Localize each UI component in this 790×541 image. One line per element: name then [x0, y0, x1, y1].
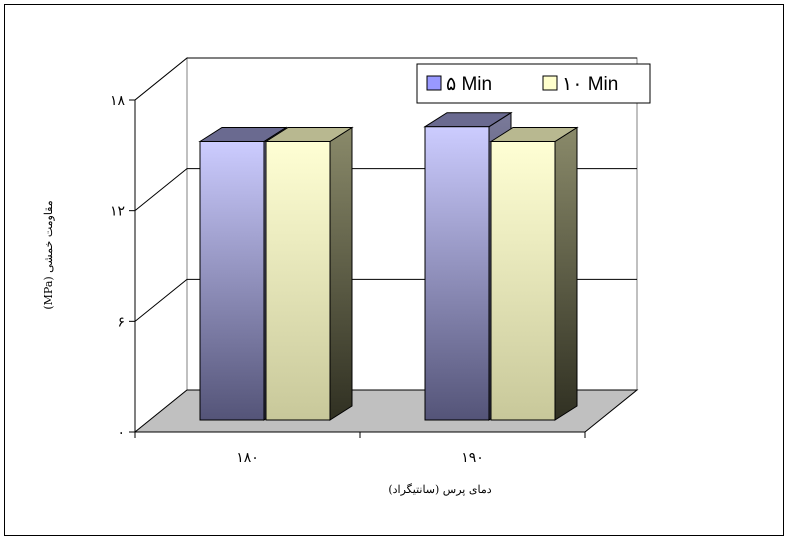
bar: [265, 140, 331, 421]
x-ticks: ۱۸۰ ۱۹۰: [134, 432, 586, 466]
legend-box: [416, 63, 651, 104]
bar-side: [554, 126, 578, 421]
bar: [424, 126, 490, 421]
x-axis-title: دمای پرس (سانتیگراد): [388, 483, 491, 496]
legend-swatch-5min: [426, 75, 442, 91]
y-tick-label: ۰: [117, 425, 125, 441]
legend-label-10min: ۱۰ Min: [562, 74, 618, 95]
bar: [199, 140, 265, 421]
legend-label-5min: ۵ Min: [446, 74, 492, 95]
x-tick-label: ۱۹۰: [461, 450, 484, 466]
bars: [198, 111, 579, 421]
y-tick-label: ۱۲: [110, 204, 125, 220]
y-axis-title: مقاومت خمشی (MPa): [42, 200, 55, 309]
side-wall: [134, 56, 188, 434]
gridline: [134, 57, 637, 101]
y-ticks: ۰ ۶ ۱۲ ۱۸: [110, 93, 135, 441]
x-tick-label: ۱۸۰: [236, 450, 259, 466]
bar-side: [329, 126, 353, 421]
y-tick-label: ۱۸: [110, 93, 126, 109]
y-tick-label: ۶: [117, 314, 125, 330]
bar: [490, 140, 556, 421]
legend-swatch-10min: [542, 75, 558, 91]
legend: ۵ Min ۱۰ Min: [416, 63, 651, 104]
